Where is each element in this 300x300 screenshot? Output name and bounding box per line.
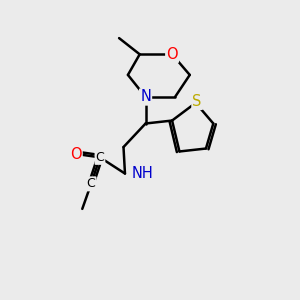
Text: O: O bbox=[70, 147, 82, 162]
Text: C: C bbox=[96, 151, 104, 164]
Text: NH: NH bbox=[131, 166, 153, 181]
Text: C: C bbox=[87, 177, 95, 190]
Text: S: S bbox=[192, 94, 202, 109]
Text: O: O bbox=[166, 47, 178, 62]
Text: N: N bbox=[140, 89, 151, 104]
